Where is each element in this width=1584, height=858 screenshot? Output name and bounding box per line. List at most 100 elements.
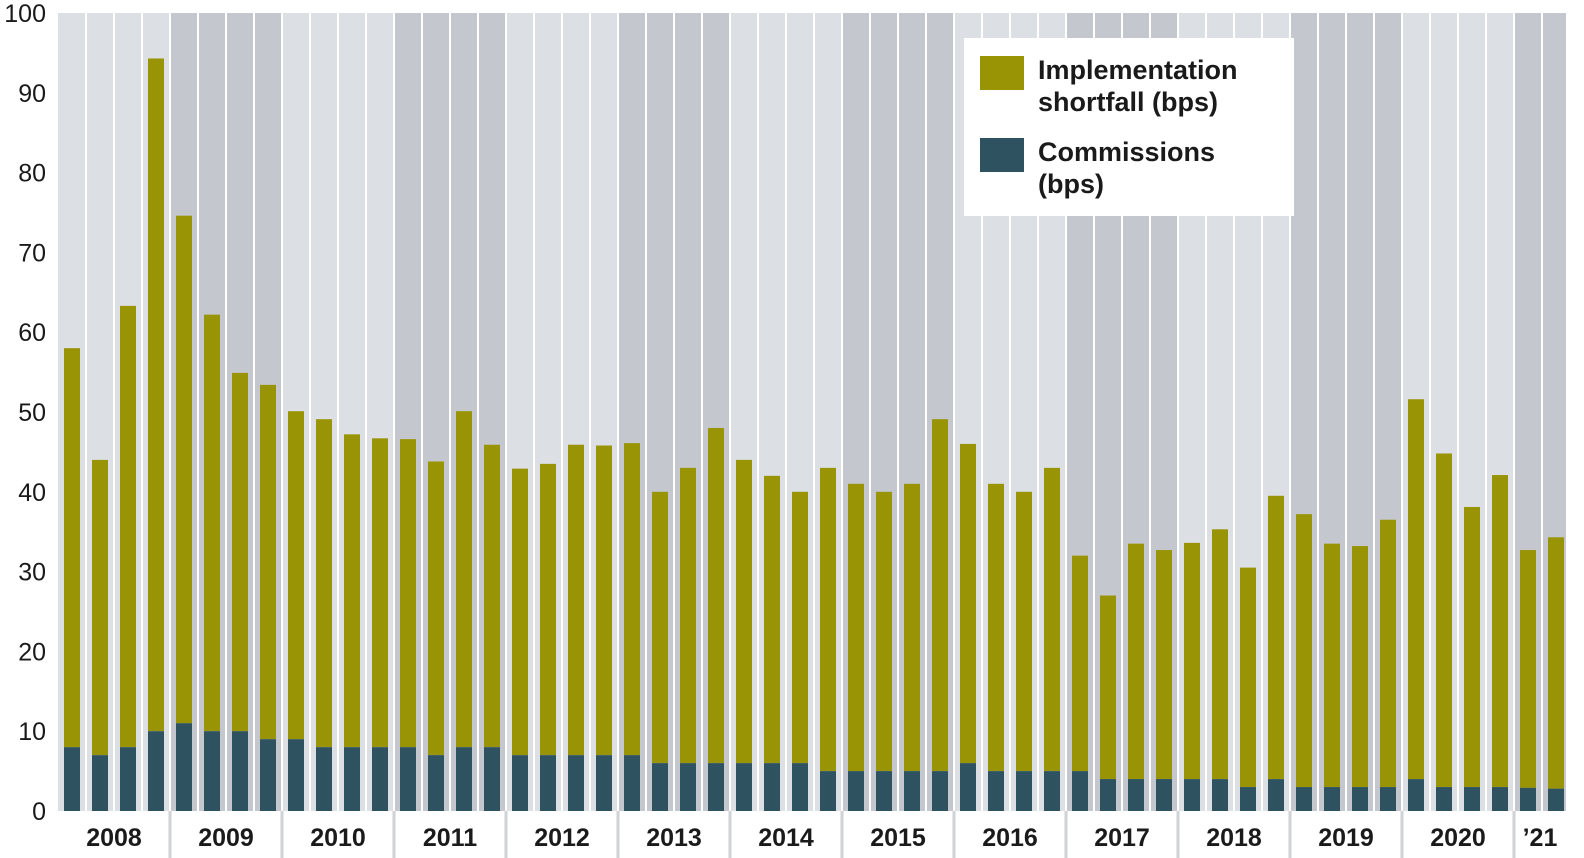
bar-implementation-shortfall — [64, 348, 80, 748]
legend-entry-implementation: Implementation shortfall (bps) — [980, 54, 1280, 118]
bar-implementation-shortfall — [1240, 567, 1256, 788]
bar-commissions — [1296, 787, 1312, 811]
bar-implementation-shortfall — [540, 463, 556, 756]
bar-implementation-shortfall — [1184, 542, 1200, 780]
y-tick-label: 60 — [18, 319, 46, 347]
bar-implementation-shortfall — [568, 444, 584, 756]
x-year-label: 2011 — [423, 824, 477, 852]
bar-commissions — [1548, 788, 1564, 811]
bar-commissions — [764, 763, 780, 811]
bar-implementation-shortfall — [1520, 550, 1536, 788]
bar-implementation-shortfall — [1100, 595, 1116, 780]
bar-implementation-shortfall — [1352, 546, 1368, 788]
x-year-label: 2019 — [1318, 824, 1374, 852]
bar-implementation-shortfall — [148, 58, 164, 732]
y-tick-label: 100 — [4, 0, 46, 28]
y-tick-label: 20 — [18, 638, 46, 666]
x-year-label: 2009 — [198, 824, 254, 852]
bar-commissions — [92, 755, 108, 811]
y-tick-label: 80 — [18, 160, 46, 188]
bar-commissions — [372, 747, 388, 811]
bar-commissions — [1324, 787, 1340, 811]
legend: Implementation shortfall (bps) Commissio… — [964, 38, 1294, 216]
bar-commissions — [1380, 787, 1396, 811]
bar-commissions — [820, 771, 836, 811]
bar-commissions — [1212, 779, 1228, 811]
bar-implementation-shortfall — [316, 419, 332, 748]
bar-implementation-shortfall — [652, 491, 668, 764]
y-tick-label: 0 — [32, 798, 46, 826]
bar-commissions — [568, 755, 584, 811]
y-tick-label: 70 — [18, 239, 46, 267]
y-tick-label: 90 — [18, 80, 46, 108]
bar-commissions — [1072, 771, 1088, 811]
bar-implementation-shortfall — [1380, 519, 1396, 788]
bar-implementation-shortfall — [988, 483, 1004, 772]
bar-commissions — [596, 755, 612, 811]
bar-commissions — [904, 771, 920, 811]
bar-implementation-shortfall — [1016, 491, 1032, 772]
x-year-label: 2012 — [534, 824, 590, 852]
bar-commissions — [176, 723, 192, 811]
legend-entry-commissions: Commissions (bps) — [980, 136, 1280, 200]
bar-commissions — [960, 763, 976, 811]
bar-commissions — [456, 747, 472, 811]
bar-implementation-shortfall — [1436, 453, 1452, 788]
bar-implementation-shortfall — [1156, 550, 1172, 780]
bar-implementation-shortfall — [680, 467, 696, 764]
bar-commissions — [120, 747, 136, 811]
bar-commissions — [64, 747, 80, 811]
bar-implementation-shortfall — [1268, 495, 1284, 780]
bar-commissions — [1044, 771, 1060, 811]
bar-commissions — [1268, 779, 1284, 811]
x-year-label: 2018 — [1206, 824, 1262, 852]
x-year-label: 2014 — [758, 824, 814, 852]
bar-commissions — [428, 755, 444, 811]
bar-implementation-shortfall — [1212, 529, 1228, 780]
x-year-label: 2010 — [310, 824, 366, 852]
bar-implementation-shortfall — [1044, 467, 1060, 772]
x-year-label: 2017 — [1094, 824, 1150, 852]
bar-implementation-shortfall — [708, 427, 724, 764]
bar-implementation-shortfall — [960, 443, 976, 764]
bar-implementation-shortfall — [288, 411, 304, 740]
bar-commissions — [848, 771, 864, 811]
bar-commissions — [1016, 771, 1032, 811]
bar-implementation-shortfall — [456, 411, 472, 748]
bar-separators — [85, 13, 1543, 811]
bar-commissions — [148, 731, 164, 811]
y-tick-label: 40 — [18, 479, 46, 507]
bar-commissions — [1156, 779, 1172, 811]
bar-commissions — [680, 763, 696, 811]
bar-commissions — [344, 747, 360, 811]
bar-implementation-shortfall — [344, 434, 360, 748]
bar-commissions — [288, 739, 304, 811]
bar-implementation-shortfall — [428, 461, 444, 756]
bar-commissions — [652, 763, 668, 811]
x-year-label: 2008 — [86, 824, 142, 852]
bar-commissions — [932, 771, 948, 811]
bar-implementation-shortfall — [848, 483, 864, 772]
bar-implementation-shortfall — [1128, 543, 1144, 780]
bar-implementation-shortfall — [876, 491, 892, 772]
bar-commissions — [1184, 779, 1200, 811]
bar-commissions — [1100, 779, 1116, 811]
y-tick-label: 10 — [18, 718, 46, 746]
bar-commissions — [484, 747, 500, 811]
bar-commissions — [1436, 787, 1452, 811]
bar-implementation-shortfall — [1072, 555, 1088, 772]
bar-commissions — [540, 755, 556, 811]
bar-commissions — [232, 731, 248, 811]
x-axis: 2008 2009 2010 2011 2012 2013 2014 2015 2016 2017… — [86, 811, 1557, 858]
bar-implementation-shortfall — [624, 443, 640, 756]
bar-commissions — [512, 755, 528, 811]
y-tick-label: 30 — [18, 559, 46, 587]
y-axis: 0 10 20 30 40 50 60 70 80 90 100 — [4, 0, 46, 826]
bars — [64, 58, 1564, 811]
bar-commissions — [876, 771, 892, 811]
bar-implementation-shortfall — [372, 438, 388, 748]
x-year-label: 2020 — [1430, 824, 1486, 852]
bar-implementation-shortfall — [1408, 399, 1424, 780]
bar-implementation-shortfall — [484, 444, 500, 748]
